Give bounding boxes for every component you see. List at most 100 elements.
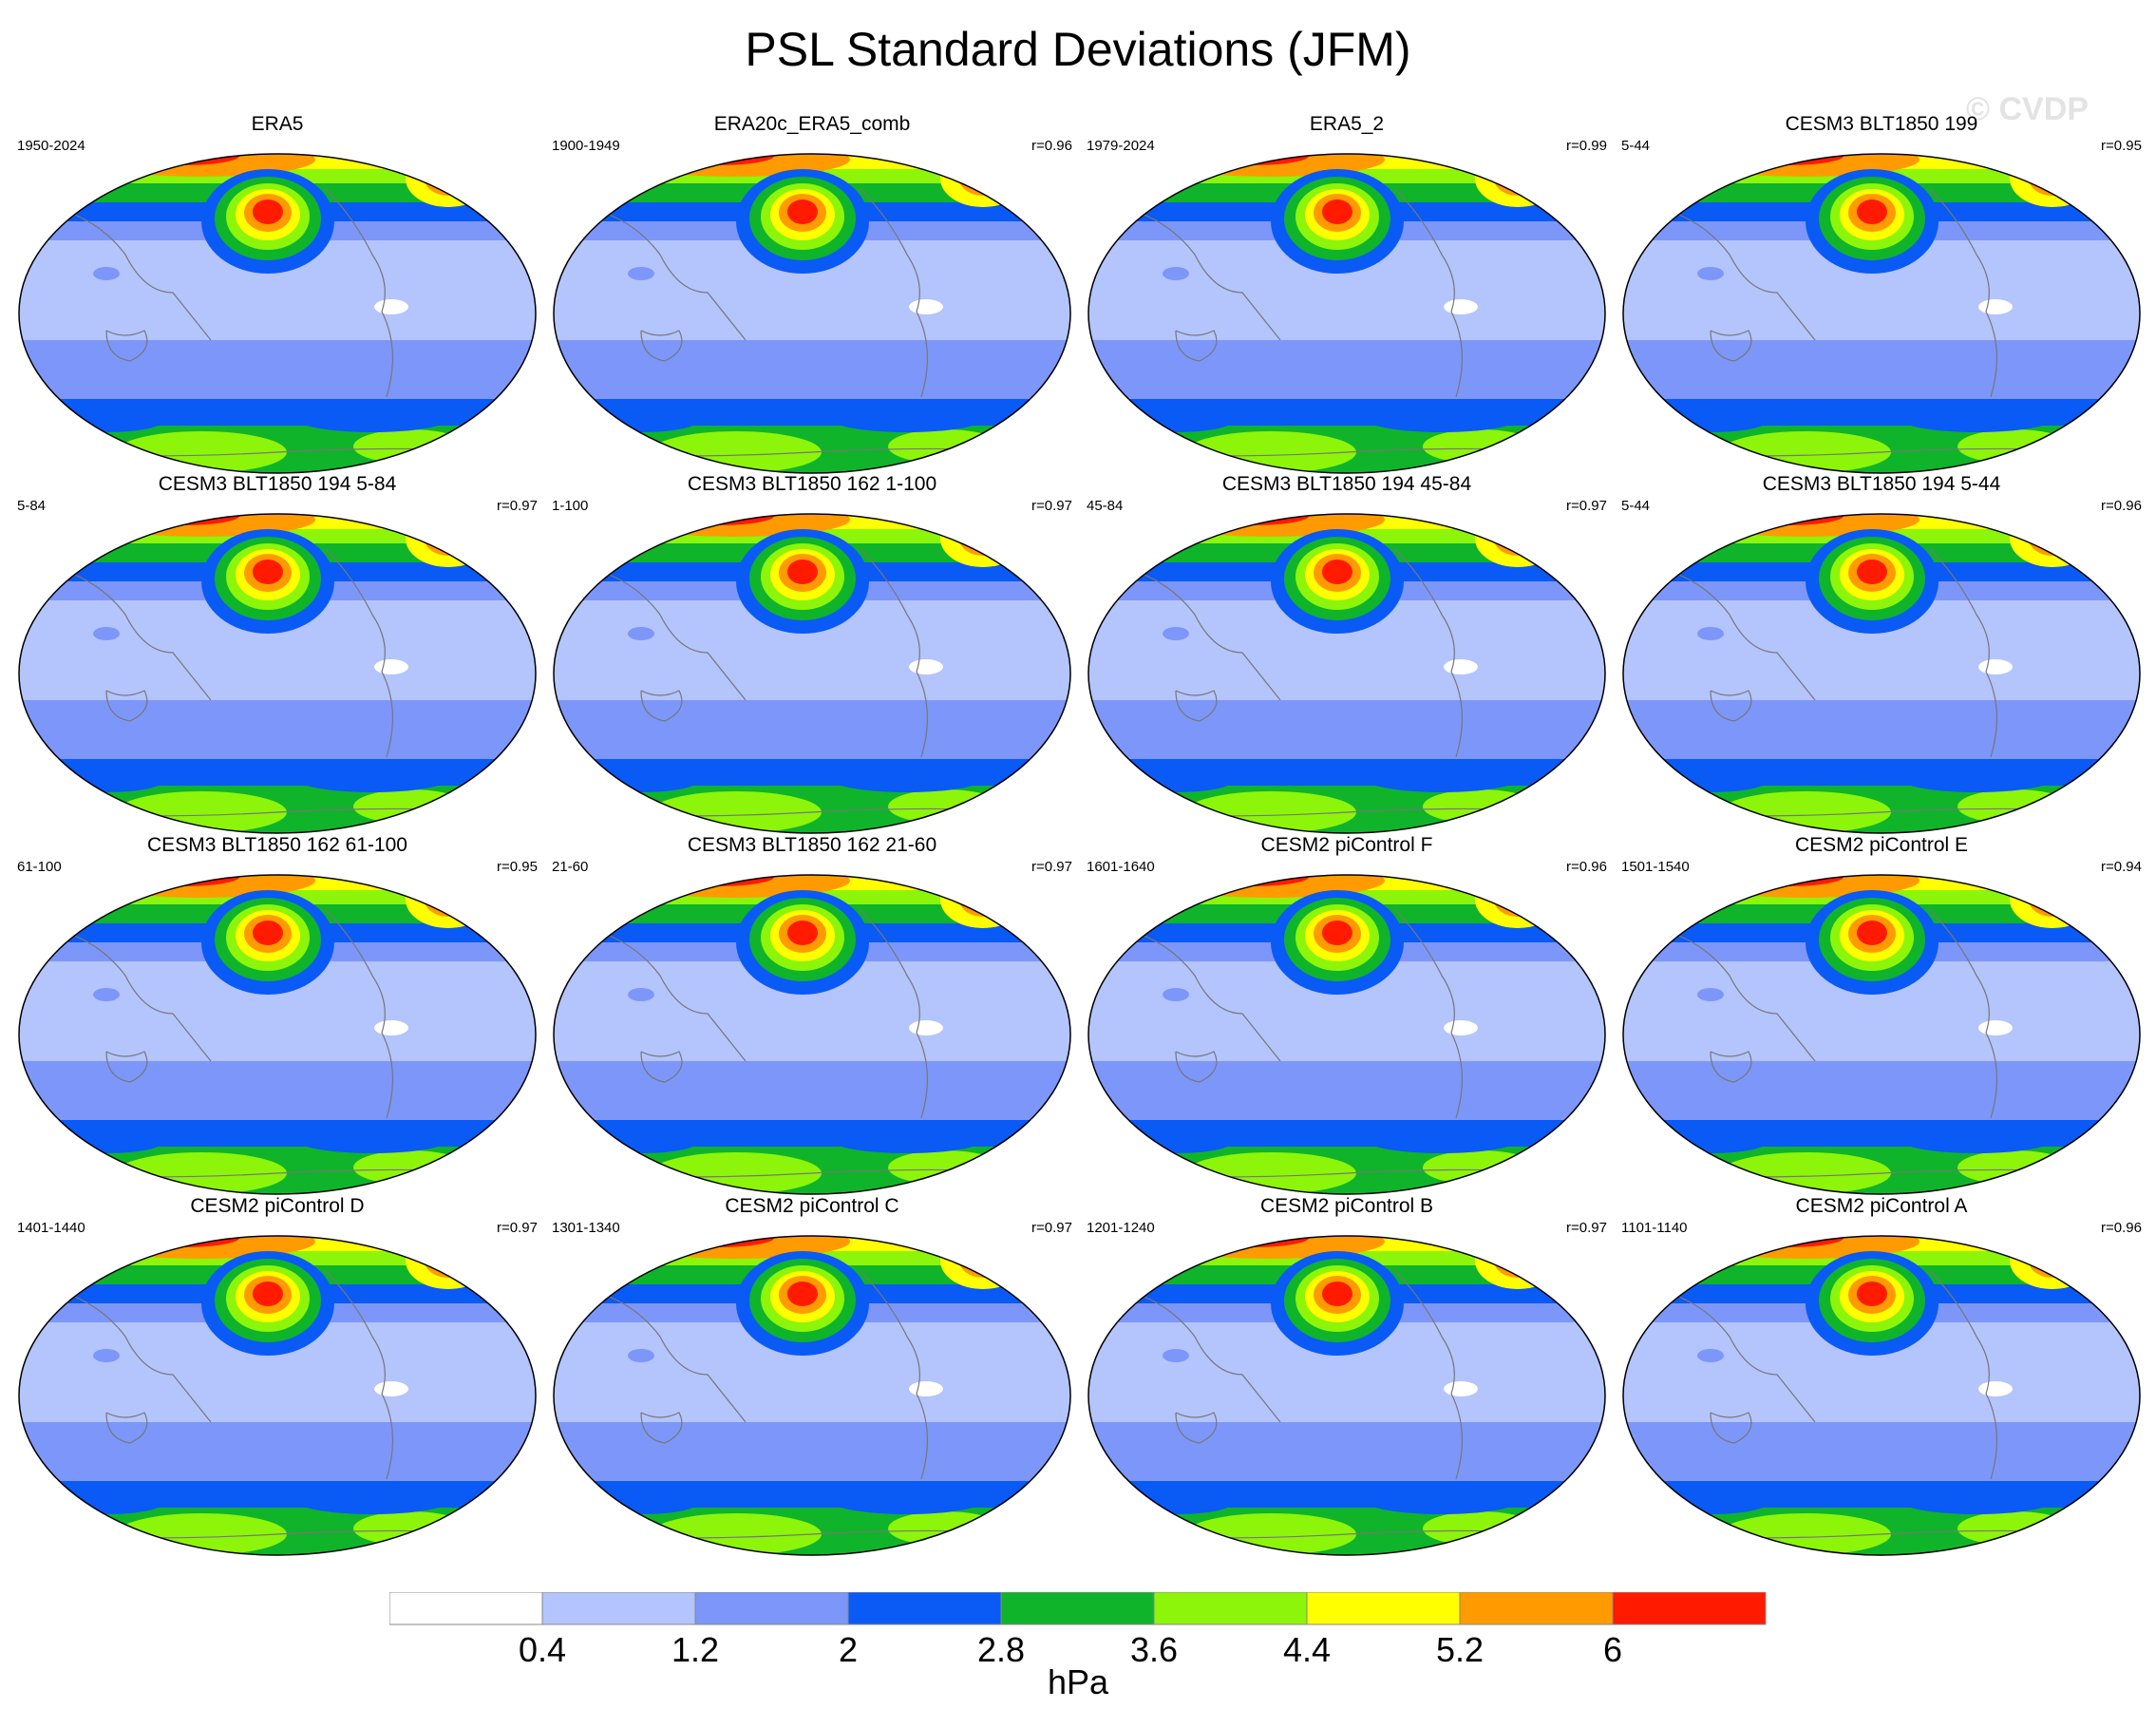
colorbar-swatch [1459, 1592, 1614, 1625]
page-title: PSL Standard Deviations (JFM) [745, 23, 1411, 76]
panel-title: ERA5_2 [1309, 113, 1385, 135]
map-panel: CESM2 piControl A 1101-1140 r=0.96 [1616, 1194, 2147, 1574]
colorbar-tick-label: 4.4 [1282, 1630, 1332, 1669]
map-panel: CESM2 piControl B 1201-1240 r=0.97 [1081, 1194, 1613, 1574]
robinson-map [1087, 874, 1606, 1195]
map-panel: CESM3 BLT1850 199 5-44 r=0.95 [1616, 112, 2147, 492]
colorbar-swatch [847, 1592, 1002, 1625]
panel-pattern-correlation: r=0.95 [2101, 138, 2142, 154]
map-panel: CESM2 piControl D 1401-1440 r=0.97 [11, 1194, 543, 1574]
colorbar-tick-label: 6 [1602, 1630, 1623, 1669]
robinson-map [1087, 1235, 1606, 1556]
robinson-map [1622, 874, 2141, 1195]
robinson-map [553, 1235, 1071, 1556]
panel-title: CESM2 piControl D [190, 1195, 365, 1217]
panel-years: 1-100 [552, 498, 589, 514]
map-panel: CESM3 BLT1850 162 61-100 61-100 r=0.95 [11, 833, 543, 1213]
robinson-map [1622, 513, 2141, 834]
panel-title: ERA20c_ERA5_comb [713, 113, 911, 135]
colorbar-swatch [694, 1592, 849, 1625]
robinson-map [18, 153, 537, 474]
colorbar-swatch [1612, 1592, 1767, 1625]
robinson-map [18, 874, 537, 1195]
panel-pattern-correlation: r=0.96 [2101, 498, 2142, 514]
panel-years: 1201-1240 [1087, 1220, 1155, 1236]
panel-pattern-correlation: r=0.99 [1566, 138, 1607, 154]
panel-title: CESM2 piControl E [1794, 834, 1969, 856]
map-panel: CESM3 BLT1850 194 5-44 5-44 r=0.96 [1616, 472, 2147, 852]
panel-pattern-correlation: r=0.96 [1031, 138, 1072, 154]
colorbar-swatch [1306, 1592, 1461, 1625]
panel-pattern-correlation: r=0.97 [497, 1220, 538, 1236]
panel-title: CESM3 BLT1850 194 5-44 [1762, 473, 2001, 495]
map-panel: ERA20c_ERA5_comb 1900-1949 r=0.96 [546, 112, 1078, 492]
panel-years: 1601-1640 [1087, 859, 1155, 875]
colorbar-tick-label: 3.6 [1129, 1630, 1179, 1669]
panel-years: 5-44 [1621, 498, 1651, 514]
panel-pattern-correlation: r=0.97 [1566, 1220, 1607, 1236]
colorbar-tick-label: 5.2 [1435, 1630, 1485, 1669]
panel-title: CESM3 BLT1850 162 21-60 [687, 834, 937, 856]
panel-title: CESM3 BLT1850 194 45-84 [1221, 473, 1472, 495]
robinson-map [1087, 513, 1606, 834]
panel-years: 1401-1440 [17, 1220, 85, 1236]
panel-title: CESM3 BLT1850 199 [1785, 113, 1978, 135]
panel-title: CESM2 piControl A [1795, 1195, 1968, 1217]
colorbar [389, 1592, 1767, 1625]
panel-pattern-correlation: r=0.96 [2101, 1220, 2142, 1236]
panel-pattern-correlation: r=0.97 [1031, 859, 1072, 875]
map-panel: CESM3 BLT1850 162 1-100 1-100 r=0.97 [546, 472, 1078, 852]
panel-title: CESM3 BLT1850 162 1-100 [687, 473, 937, 495]
colorbar-swatch [541, 1592, 696, 1625]
map-panel: CESM3 BLT1850 194 5-84 5-84 r=0.97 [11, 472, 543, 852]
robinson-map [1622, 1235, 2141, 1556]
colorbar-units: hPa [1047, 1662, 1109, 1701]
colorbar-swatch [1153, 1592, 1308, 1625]
robinson-map [18, 1235, 537, 1556]
panel-years: 1301-1340 [552, 1220, 620, 1236]
colorbar-tick-label: 2.8 [976, 1630, 1026, 1669]
colorbar-swatch [389, 1592, 543, 1625]
robinson-map [18, 513, 537, 834]
panel-years: 1101-1140 [1621, 1220, 1688, 1236]
panel-years: 21-60 [552, 859, 589, 875]
map-panel: CESM2 piControl E 1501-1540 r=0.94 [1616, 833, 2147, 1213]
panel-years: 1501-1540 [1621, 859, 1690, 875]
robinson-map [1087, 153, 1606, 474]
colorbar-tick-label: 0.4 [518, 1630, 567, 1669]
map-panel: CESM2 piControl C 1301-1340 r=0.97 [546, 1194, 1078, 1574]
panel-pattern-correlation: r=0.97 [1031, 1220, 1072, 1236]
panel-years: 1979-2024 [1087, 138, 1155, 154]
panel-title: CESM3 BLT1850 194 5-84 [158, 473, 397, 495]
colorbar-tick-label: 2 [838, 1630, 859, 1669]
map-panel: CESM2 piControl F 1601-1640 r=0.96 [1081, 833, 1613, 1213]
panel-title: CESM3 BLT1850 162 61-100 [147, 834, 407, 856]
map-panel: CESM3 BLT1850 162 21-60 21-60 r=0.97 [546, 833, 1078, 1213]
map-panel: ERA5_2 1979-2024 r=0.99 [1081, 112, 1613, 492]
panel-pattern-correlation: r=0.95 [497, 859, 538, 875]
map-panel: ERA5 1950-2024 [11, 112, 543, 492]
panel-title: CESM2 piControl F [1260, 834, 1433, 856]
robinson-map [553, 153, 1071, 474]
robinson-map [553, 513, 1071, 834]
panel-years: 61-100 [17, 859, 62, 875]
robinson-map [1622, 153, 2141, 474]
panel-years: 5-84 [17, 498, 47, 514]
panel-title: ERA5 [251, 113, 304, 135]
panel-pattern-correlation: r=0.97 [1031, 498, 1072, 514]
panel-years: 1950-2024 [17, 138, 85, 154]
panel-pattern-correlation: r=0.97 [497, 498, 538, 514]
colorbar-tick-label: 1.2 [671, 1630, 720, 1669]
colorbar-swatch [1000, 1592, 1155, 1625]
panel-pattern-correlation: r=0.97 [1566, 498, 1607, 514]
panel-years: 5-44 [1621, 138, 1651, 154]
map-panel: CESM3 BLT1850 194 45-84 45-84 r=0.97 [1081, 472, 1613, 852]
panel-pattern-correlation: r=0.94 [2101, 859, 2142, 875]
panel-pattern-correlation: r=0.96 [1566, 859, 1607, 875]
cvdp-watermark: © CVDP [1966, 91, 2089, 127]
panel-title: CESM2 piControl C [725, 1195, 899, 1217]
panel-title: CESM2 piControl B [1259, 1195, 1434, 1217]
panel-years: 45-84 [1087, 498, 1124, 514]
robinson-map [553, 874, 1071, 1195]
panel-years: 1900-1949 [552, 138, 620, 154]
